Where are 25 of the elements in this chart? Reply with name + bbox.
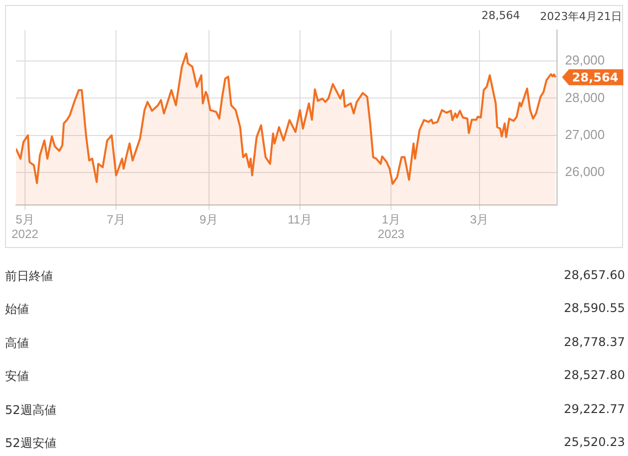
y-tick-label: 27,000	[565, 126, 605, 142]
text: 28,527.80	[564, 368, 625, 382]
text: 前日終値	[5, 269, 53, 283]
annotation: 28,564	[572, 70, 618, 84]
text: 高値	[5, 336, 29, 350]
x-tick-label: 1月 2023	[378, 212, 405, 241]
text: 28,564	[482, 9, 520, 22]
text: 安値	[5, 369, 29, 384]
x-tick-label: 3月	[470, 212, 489, 227]
x-tick-label: 7月	[106, 212, 126, 227]
text: 2023年4月21日	[540, 9, 622, 24]
x-tick-label: 5月 2022	[12, 212, 39, 241]
y-tick-label: 26,000	[565, 164, 605, 179]
text: 29,222.77	[564, 402, 625, 416]
text: 28,657.60	[564, 268, 625, 282]
x-tick-label: 11月	[288, 212, 312, 227]
text: 52週安値	[5, 436, 56, 450]
text: 25,520.23	[564, 435, 625, 449]
y-tick-label: 29,000	[565, 52, 605, 68]
x-tick-label: 9月	[199, 212, 218, 227]
text: 28,590.55	[564, 301, 625, 316]
text: 28,778.37	[564, 334, 625, 349]
y-tick-label: 28,000	[565, 90, 605, 105]
text: 52週高値	[5, 402, 56, 417]
text: 始値	[5, 302, 29, 316]
